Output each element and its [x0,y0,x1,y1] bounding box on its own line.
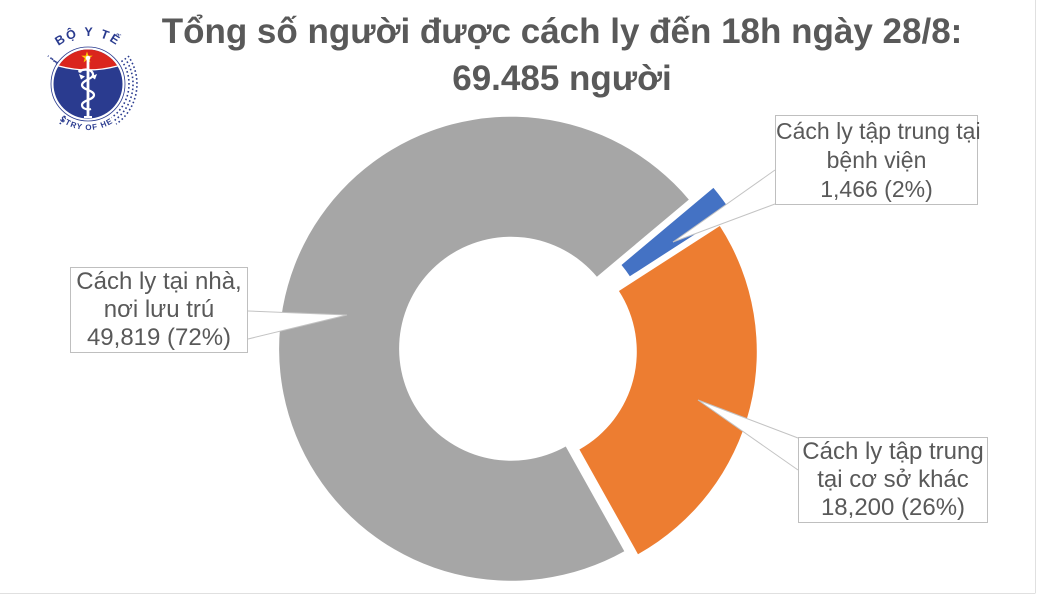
leader-line [247,310,348,316]
callout-line: Cách ly tập trung tại [776,117,981,144]
leader-line [697,399,799,439]
callout-value: 49,819 (72%) [86,324,232,351]
chart-title: Tổng số người được cách ly đến 18h ngày … [161,12,963,98]
leader-line [697,399,799,471]
donut-slice-tai-nha [279,116,689,581]
logo-asclepius-staff-icon [78,55,97,118]
callout-box-other-facilities: Cách ly tập trung tại cơ sở khác 18,200 … [798,437,988,523]
callout-value: 1,466 (2%) [820,175,933,202]
ministry-of-health-logo: BỘ Y TẾ MINISTRY OF HEALTH [36,4,138,132]
callout-value: 18,200 (26%) [820,494,966,521]
leader-line [672,169,776,243]
donut-slice-benh-vien [621,187,731,277]
callout-line: Cách ly tại nhà, [76,268,242,295]
callout-line: bệnh viện [826,146,927,173]
callout-box-hospital: Cách ly tập trung tại bệnh viện 1,466 (2… [775,115,981,205]
leader-line [247,314,348,340]
donut-slice-co-so-khac [579,226,757,555]
leader-line [672,203,776,243]
leader-pointer-home [248,311,347,339]
callout-line: nơi lưu trú [103,296,215,323]
callout-line: tại cơ sở khác [817,466,969,493]
callout-line: Cách ly tập trung [802,438,984,465]
callout-box-home: Cách ly tại nhà, nơi lưu trú 49,819 (72%… [70,267,248,353]
